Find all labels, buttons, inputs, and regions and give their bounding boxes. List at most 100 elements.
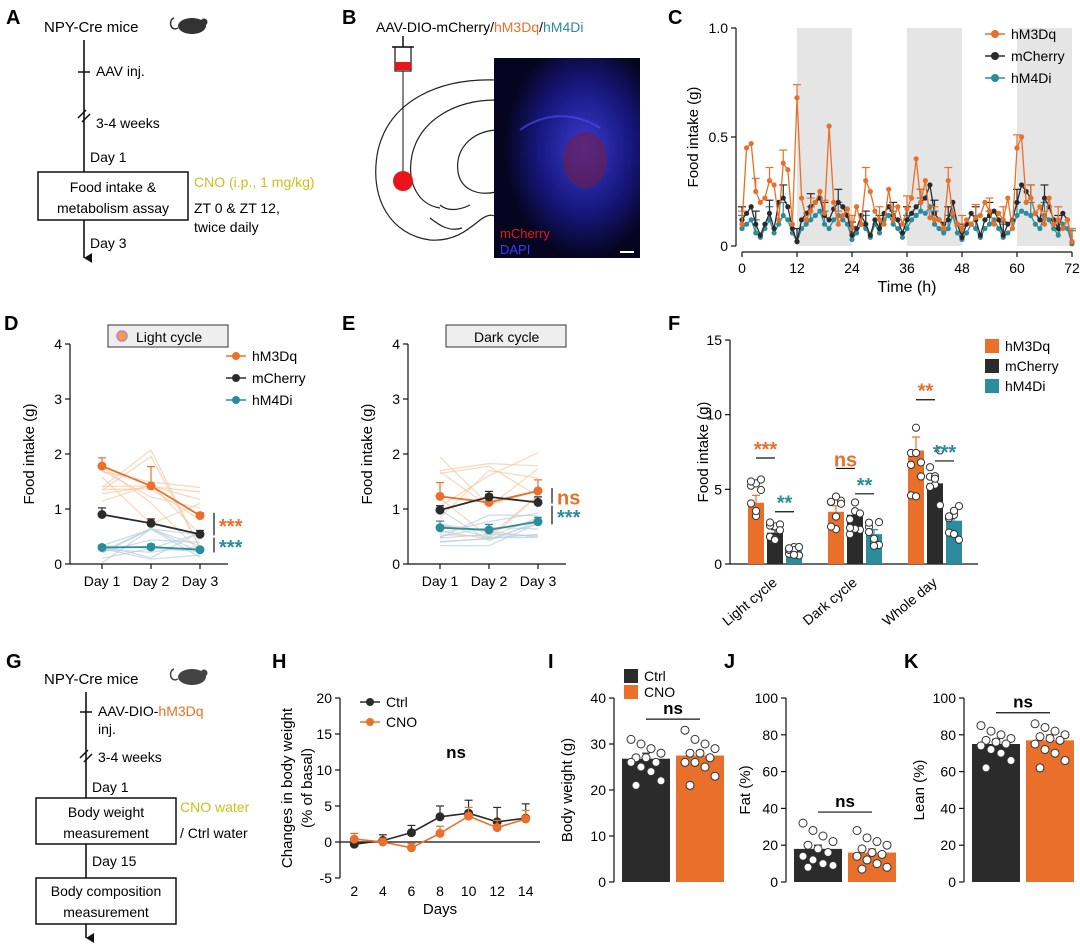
- individual-point: [954, 502, 964, 511]
- legend-swatch: [624, 685, 638, 699]
- panel-b: B AAV-DIO-mCherry/hM3Dq/hM4Di mCherry DA…: [342, 7, 640, 258]
- data-point: [817, 188, 823, 195]
- legend-swatch: [985, 379, 999, 393]
- bar-mcherry: [927, 483, 943, 564]
- y-tick-label: 2: [392, 446, 400, 462]
- individual-point: [626, 757, 636, 767]
- y-tick-label: 1: [392, 501, 400, 517]
- data-point: [922, 195, 928, 201]
- data-point: [872, 217, 878, 223]
- data-point: [840, 212, 846, 219]
- data-point: [1037, 217, 1043, 223]
- data-point: [931, 221, 938, 227]
- individual-point: [954, 535, 964, 544]
- data-point: [739, 221, 745, 227]
- individual-point: [646, 744, 656, 754]
- individual-point: [882, 862, 892, 872]
- data-point: [435, 828, 445, 838]
- data-point: [97, 461, 107, 471]
- data-point: [895, 225, 901, 232]
- legend-marker: [991, 30, 999, 38]
- data-point: [762, 195, 768, 201]
- individual-point: [1040, 745, 1050, 755]
- data-point: [904, 206, 910, 212]
- data-point: [1064, 217, 1071, 223]
- data-point: [533, 486, 543, 496]
- x-tick-label: Day 2: [133, 573, 170, 589]
- data-point: [803, 217, 809, 223]
- individual-point: [823, 848, 833, 858]
- x-tick-label: 24: [844, 260, 860, 276]
- significance-label: **: [777, 493, 793, 515]
- data-point: [890, 221, 896, 227]
- individual-point: [1060, 730, 1070, 740]
- data-point: [1005, 221, 1011, 227]
- data-point: [757, 232, 763, 238]
- data-point: [1014, 145, 1020, 151]
- timeline-day: Day 3: [90, 235, 127, 251]
- individual-point: [1050, 726, 1060, 736]
- y-tick-label: 10: [590, 828, 606, 844]
- data-point: [959, 225, 965, 232]
- significance-label: ***: [557, 507, 581, 529]
- data-point: [794, 239, 800, 245]
- individual-point: [916, 458, 926, 467]
- legend-label: hM4Di: [1011, 70, 1051, 86]
- cno-label: CNO (i.p., 1 mg/kg): [194, 174, 315, 190]
- y-tick-label: 0: [720, 238, 728, 254]
- legend-swatch: [624, 669, 638, 683]
- data-point: [835, 221, 841, 227]
- timeline-day: Day 15: [92, 853, 137, 869]
- data-point: [766, 178, 773, 184]
- individual-trace: [101, 527, 201, 554]
- y-tick-label: 3: [392, 391, 400, 407]
- data-point: [867, 188, 873, 195]
- data-point: [798, 195, 805, 201]
- individual-point: [828, 837, 838, 847]
- data-point: [991, 221, 997, 227]
- significance-label: **: [857, 475, 873, 497]
- data-point: [146, 542, 156, 552]
- legend-label: hM3Dq: [252, 348, 297, 364]
- data-point: [743, 221, 750, 227]
- individual-point: [986, 726, 996, 736]
- x-tick-label: 4: [379, 883, 387, 899]
- x-tick-label: 36: [899, 260, 915, 276]
- individual-point: [845, 515, 855, 524]
- y-axis-label: Body weight (g): [559, 738, 576, 842]
- data-point: [991, 208, 997, 214]
- individual-point: [1030, 719, 1040, 729]
- data-point: [748, 204, 754, 210]
- individual-point: [857, 844, 867, 854]
- data-point: [146, 481, 156, 491]
- x-axis-label: Time (h): [878, 279, 937, 296]
- legend-label: hM4Di: [1005, 378, 1045, 394]
- data-point: [406, 828, 416, 838]
- data-point: [798, 217, 805, 223]
- y-tick-label: 10: [316, 762, 332, 778]
- x-tick-label: 10: [461, 883, 477, 899]
- individual-point: [770, 535, 780, 545]
- data-point: [899, 234, 906, 240]
- data-point: [195, 511, 205, 521]
- x-axis-label: Days: [423, 901, 457, 918]
- individual-point: [818, 831, 828, 841]
- individual-point: [944, 512, 954, 521]
- bar-hm3dq: [748, 502, 764, 564]
- data-point: [812, 199, 818, 205]
- individual-point: [690, 734, 700, 744]
- data-point: [922, 178, 928, 184]
- data-point: [780, 160, 786, 166]
- individual-trace: [439, 452, 539, 507]
- y-tick-label: 1.0: [709, 20, 729, 36]
- individual-point: [1035, 763, 1045, 773]
- individual-point: [813, 844, 823, 854]
- data-point: [835, 199, 841, 205]
- individual-point: [1055, 735, 1065, 745]
- individual-point: [803, 840, 813, 850]
- box-text: Body composition: [51, 883, 162, 899]
- data-point: [785, 217, 791, 223]
- data-point: [743, 145, 750, 151]
- individual-point: [869, 541, 879, 550]
